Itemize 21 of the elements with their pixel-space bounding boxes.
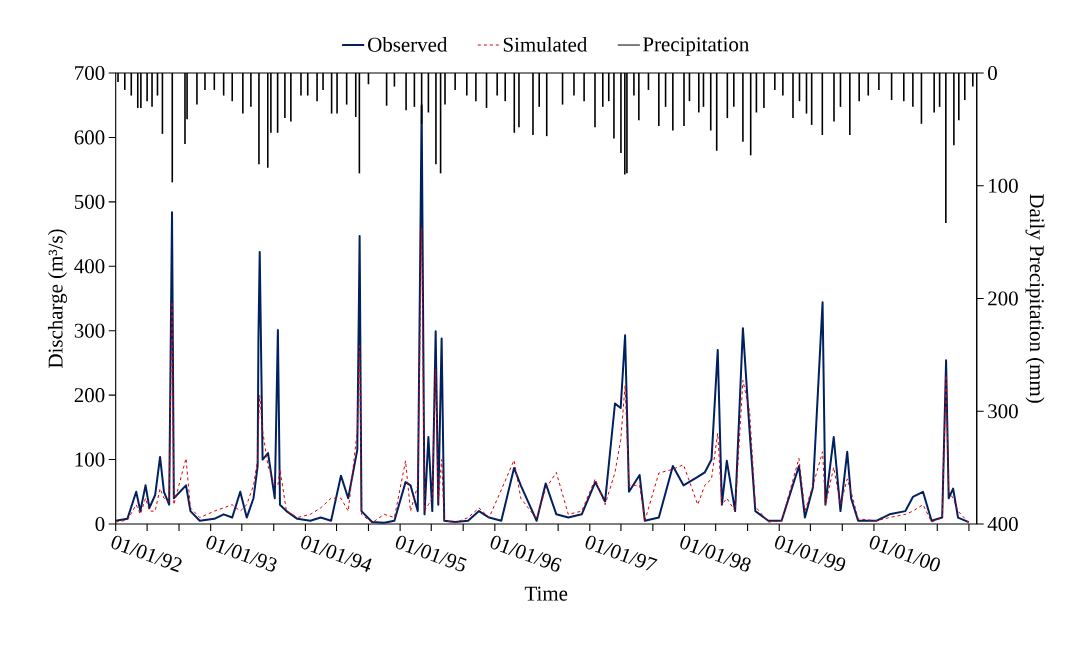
y2-tick-label: 300 bbox=[988, 404, 1018, 419]
x-axis-title: Time bbox=[524, 586, 568, 601]
y2-tick-label: 200 bbox=[988, 291, 1018, 306]
y-tick-label: 100 bbox=[75, 452, 105, 467]
y-tick-label: 200 bbox=[74, 388, 105, 403]
y-tick-label: 0 bbox=[95, 516, 105, 532]
y-axis-title: Discharge (m³/s) bbox=[47, 229, 67, 368]
y-tick-label: 600 bbox=[74, 130, 105, 145]
y-tick-label: 500 bbox=[75, 194, 105, 209]
y-tick-label: 700 bbox=[75, 65, 105, 81]
y2-tick-label: 0 bbox=[988, 65, 997, 81]
y2-tick-label: 400 bbox=[987, 516, 1018, 532]
y2-tick-label: 100 bbox=[989, 178, 1018, 193]
legend-label: Observed bbox=[368, 37, 448, 52]
line-series bbox=[115, 227, 970, 524]
legend-label: Simulated bbox=[503, 37, 588, 52]
legend-label: Precipitation bbox=[643, 37, 750, 56]
y-tick-label: 300 bbox=[74, 323, 105, 338]
y-tick-label: 400 bbox=[74, 259, 105, 274]
y2-axis-title: Daily Precipitation (mm) bbox=[1025, 193, 1045, 403]
line-series bbox=[115, 104, 970, 524]
